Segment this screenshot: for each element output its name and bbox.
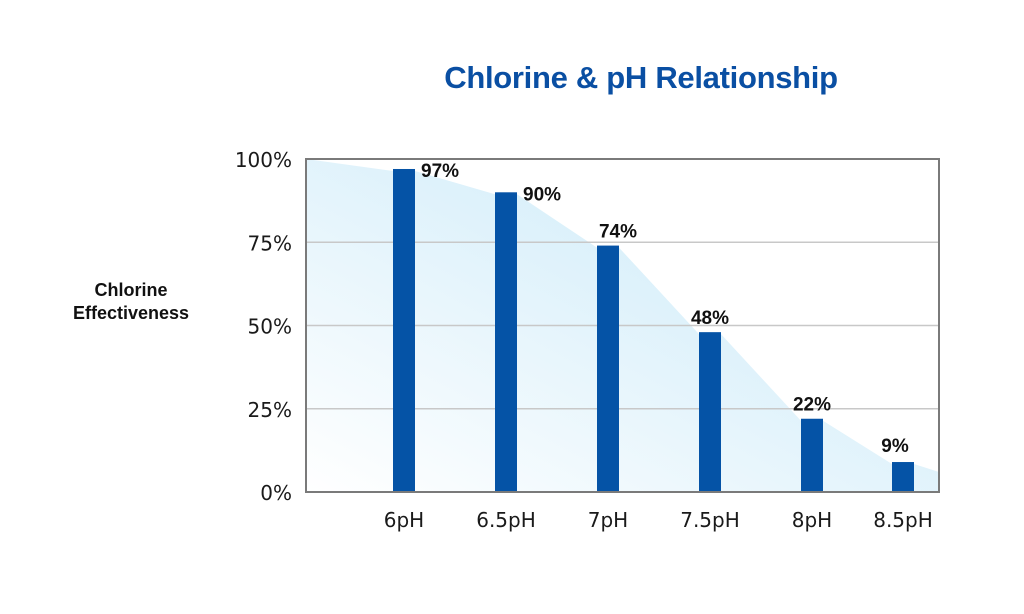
- x-tick-label: 8.5pH: [873, 508, 933, 532]
- axes: [305, 158, 940, 493]
- value-label: 97%: [421, 161, 459, 182]
- y-tick-labels: 0% 25% 50% 75% 100%: [235, 148, 292, 505]
- y-axis-label-line1: Chlorine: [94, 280, 168, 300]
- bar-6pH: [393, 168, 415, 493]
- y-tick-label: 25%: [248, 398, 292, 422]
- x-tick-label: 6pH: [384, 508, 424, 532]
- bar-8pH: [801, 418, 823, 492]
- x-tick-label: 8pH: [792, 508, 832, 532]
- y-tick-label: 100%: [235, 148, 292, 172]
- y-tick-label: 0%: [260, 481, 292, 505]
- x-tick-label: 7.5pH: [680, 508, 740, 532]
- y-axis-label-line2: Effectiveness: [72, 303, 190, 323]
- y-axis-label: Chlorine Effectiveness: [56, 279, 206, 325]
- value-label: 9%: [881, 436, 909, 457]
- x-tick-label: 7pH: [588, 508, 628, 532]
- plot-frame: [305, 158, 940, 493]
- x-tick-label: 6.5pH: [476, 508, 536, 532]
- bar-7.5pH: [699, 332, 721, 492]
- y-tick-label: 50%: [248, 315, 292, 339]
- value-label: 48%: [691, 308, 729, 329]
- bar-7pH: [597, 245, 619, 492]
- value-label: 90%: [523, 184, 561, 205]
- value-label: 22%: [793, 395, 831, 416]
- bar-6.5pH: [495, 192, 517, 493]
- y-tick-label: 75%: [248, 231, 292, 255]
- bars: [393, 168, 914, 493]
- value-labels: 97% 90% 74% 48% 22% 9%: [421, 161, 909, 457]
- chart-title: Chlorine & pH Relationship: [444, 60, 838, 95]
- value-label: 74%: [599, 222, 637, 243]
- x-tick-labels: 6pH 6.5pH 7pH 7.5pH 8pH 8.5pH: [384, 508, 933, 532]
- bar-8.5pH: [892, 462, 914, 492]
